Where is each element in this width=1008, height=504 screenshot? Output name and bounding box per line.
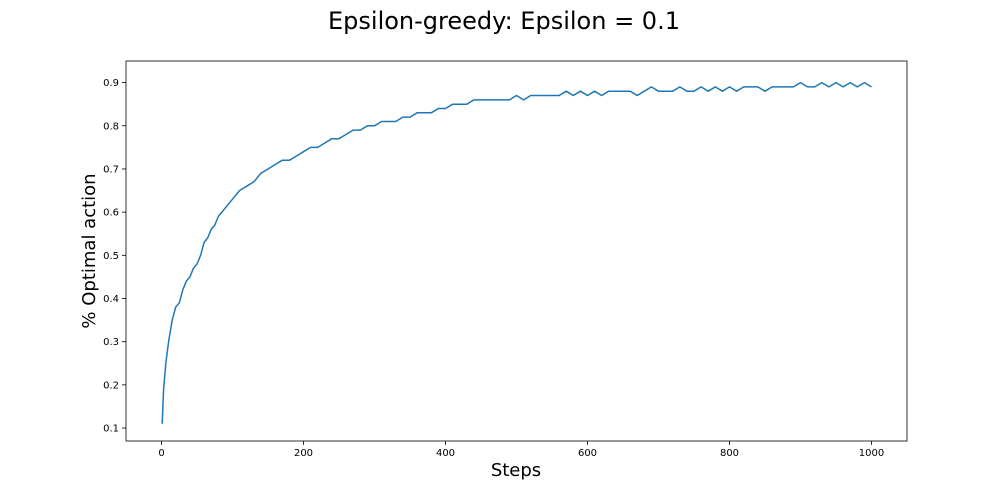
y-tick-label: 0.1 [103, 424, 119, 435]
x-tick-label: 400 [436, 448, 455, 459]
x-axis-label: Steps [491, 460, 541, 481]
y-tick-label: 0.6 [103, 208, 119, 219]
plot-area-frame [125, 60, 908, 442]
y-tick-label: 0.5 [103, 251, 119, 262]
y-tick-label: 0.3 [103, 337, 119, 348]
y-tick-label: 0.2 [103, 380, 119, 391]
y-axis-label: % Optimal action [79, 173, 100, 328]
y-tick-label: 0.7 [103, 164, 119, 175]
y-tick-label: 0.9 [103, 78, 119, 89]
x-tick-label: 0 [158, 448, 164, 459]
x-axis-ticks: 0 200 400 600 800 1000 [158, 441, 884, 459]
chart-title: Epsilon-greedy: Epsilon = 0.1 [328, 7, 680, 35]
y-tick-label: 0.4 [103, 294, 119, 305]
x-tick-label: 1000 [859, 448, 884, 459]
y-tick-label: 0.8 [103, 121, 119, 132]
y-axis-ticks: 0.1 0.2 0.3 0.4 0.5 0.6 0.7 0.8 0.9 [103, 78, 126, 435]
x-tick-label: 200 [294, 448, 313, 459]
x-tick-label: 600 [578, 448, 597, 459]
x-tick-label: 800 [720, 448, 739, 459]
series-line [161, 81, 872, 424]
